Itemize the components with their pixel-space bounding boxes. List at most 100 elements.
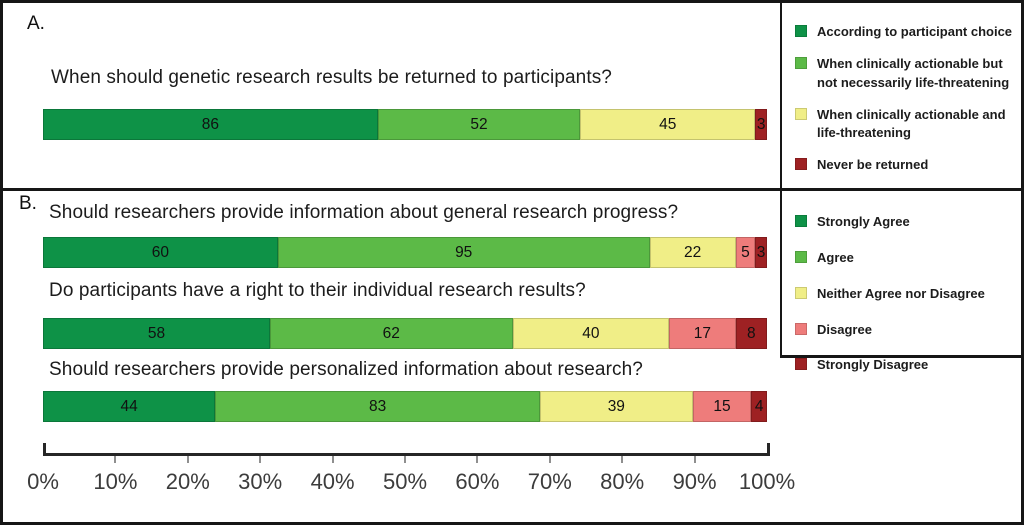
bar-segment-value: 17 [693,324,711,342]
panel-a-question: When should genetic research results be … [51,67,612,88]
legend-label: Neither Agree nor Disagree [817,285,985,301]
bar-segment: 58 [43,318,270,349]
legend-label: When clinically actionable and life-thre… [817,106,1006,141]
bar-segment-value: 15 [713,397,731,415]
bar-segment-value: 3 [756,243,766,261]
bar-segment: 86 [43,109,378,140]
x-axis-tick [259,456,262,463]
x-axis-tick-label: 0% [27,469,59,494]
x-axis-tick [621,456,624,463]
x-axis-tick-label: 50% [382,469,428,494]
stacked-bar-b1: 60 95 22 5 3 [43,237,767,268]
legend-item: Never be returned [795,156,1018,175]
legend-label: Strongly Agree [817,214,910,229]
bar-segment-value: 58 [147,324,166,342]
bar-segment-value: 45 [659,115,677,133]
legend-color-swatch-icon [795,25,807,37]
bar-segment: 95 [277,237,650,268]
panel-divider [3,188,1021,191]
x-axis-tick-label: 30% [238,469,283,494]
bar-segment: 22 [649,237,736,268]
bar-segment-value: 40 [582,324,600,342]
legend-item: When clinically actionable but not neces… [795,55,1018,93]
bar-segment: 5 [735,237,756,268]
legend-color-swatch-icon [795,158,807,171]
bar-segment-value: 83 [368,397,387,415]
bar-segment-value: 5 [741,243,750,261]
x-axis-tick-label: 40% [310,469,355,494]
x-axis-line [43,453,770,456]
bar-segment-value: 3 [756,115,766,133]
bar-segment: 60 [43,237,278,268]
x-axis-tick-label: 100% [738,469,796,494]
panel-b-question-3: Should researchers provide personalized … [49,359,643,380]
bar-segment: 4 [751,391,767,422]
bar-segment: 40 [512,318,670,349]
bar-segment-value: 4 [754,397,764,415]
stacked-bar-a1: 86 52 45 3 [43,109,767,140]
legend-item: When clinically actionable and life-thre… [795,106,1018,144]
bar-segment-value: 86 [201,115,219,133]
bar-segment: 45 [580,109,756,140]
x-axis-tick-label: 10% [93,469,138,494]
x-axis-tick [693,456,696,463]
bar-segment: 83 [215,391,540,422]
legend-label: Disagree [817,321,872,337]
bar-segment-value: 62 [382,324,400,342]
bar-segment: 8 [735,318,767,349]
legend-color-swatch-icon [795,358,807,371]
panel-b-question-2: Do participants have a right to their in… [49,280,586,301]
panel-a-label: A. [27,13,45,34]
x-axis-tick [114,456,117,463]
x-axis-tick-label: 80% [600,469,645,494]
x-axis-tick [404,456,406,463]
legend-color-swatch-icon [795,250,807,263]
legend-label: Agree [817,249,854,265]
bar-segment: 62 [269,318,513,349]
legend-label: Never be returned [817,157,929,173]
panel-b-question-1: Should researchers provide information a… [49,202,679,223]
legend-label: When clinically actionable but not neces… [817,55,1010,90]
legend-color-swatch-icon [795,56,807,69]
x-axis-tick-label: 60% [455,469,500,494]
legend-b: Strongly Agree Agree Neither Agree nor Dis… [780,191,1021,372]
legend-item: Strongly Agree [795,213,1018,232]
bar-segment: 3 [755,237,767,268]
x-axis-end-cap [43,443,46,453]
bar-segment-value: 39 [607,397,625,415]
legend-color-swatch-icon [795,215,807,227]
panel-b-label: B. [19,193,37,214]
x-axis-tick-label: 90% [672,469,717,494]
x-axis-tick [548,456,551,463]
bar-segment-value: 44 [120,397,138,415]
bar-segment: 44 [43,391,216,422]
x-axis-tick [186,456,189,463]
legend-color-swatch-icon [795,107,807,120]
bar-segment-value: 22 [684,243,702,261]
legend-label: Strongly Disagree [817,357,929,373]
bar-segment: 52 [377,109,581,140]
bar-segment-value: 52 [470,115,488,133]
legend-a: According to participant choice When clin… [780,3,1021,188]
legend-item: According to participant choice [795,23,1018,42]
x-axis-end-cap [767,443,770,453]
x-axis-tick [331,456,334,463]
bar-segment: 3 [755,109,767,140]
x-axis-tick-label: 70% [527,469,572,494]
legend-item: Strongly Disagree [795,356,1018,375]
legend-item: Disagree [795,321,1018,340]
legend-color-swatch-icon [795,322,807,335]
bar-segment-value: 8 [746,324,756,342]
bar-segment-value: 95 [455,243,473,261]
stacked-bar-b3: 44 83 39 15 4 [43,391,767,422]
legend-item: Neither Agree nor Disagree [795,285,1018,304]
bar-segment-value: 60 [151,243,170,261]
x-axis-tick [476,456,479,463]
legend-label: According to participant choice [817,24,1013,39]
bar-segment: 39 [540,391,693,422]
legend-item: Agree [795,249,1018,268]
x-axis-tick-label: 20% [165,469,210,494]
bar-segment: 15 [692,391,752,422]
stacked-bar-b2: 58 62 40 17 8 [43,318,767,349]
